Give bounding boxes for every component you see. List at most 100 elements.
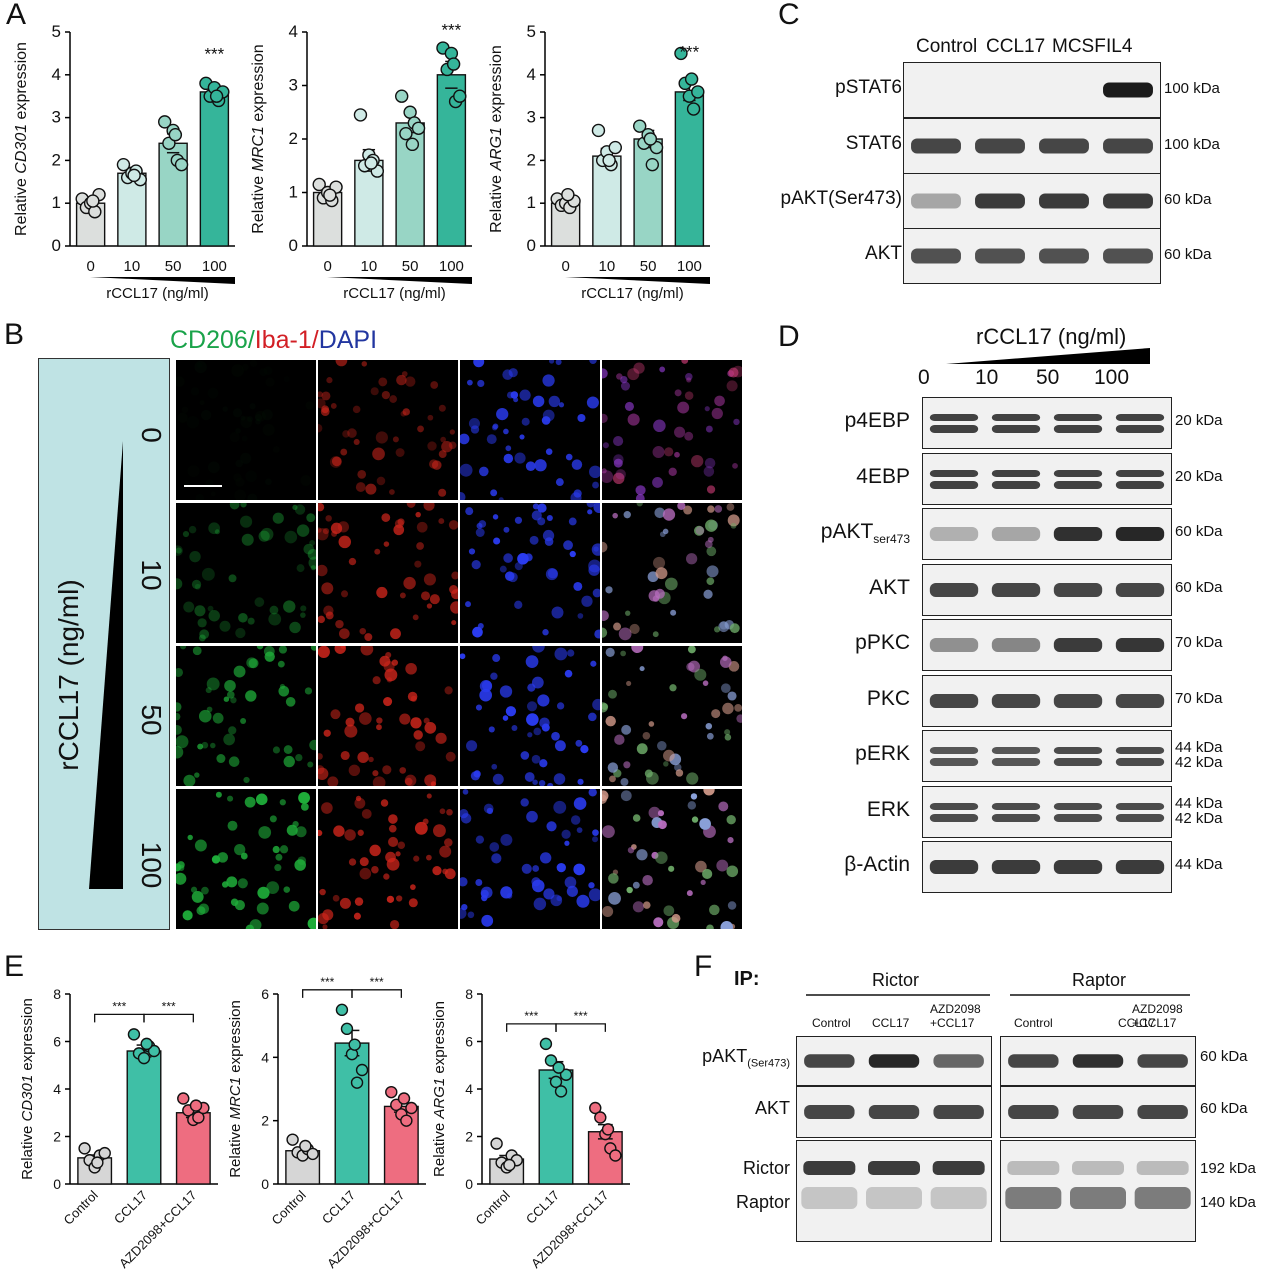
if-cell [729,623,740,634]
if-cell [709,904,720,916]
if-cell [393,524,405,536]
if-cell [254,597,265,607]
if-cell [240,453,251,464]
if-cell [330,403,337,409]
if-cell [580,745,589,754]
if-cell [602,413,608,424]
blot-band [1115,582,1165,597]
y-tick-label: 4 [465,1081,473,1097]
if-cell [470,425,480,434]
if-cell [632,901,644,913]
if-cell [568,517,577,526]
if-cell [431,460,442,470]
blot-band [1053,802,1103,810]
if-cell [706,546,717,557]
if-cell [726,503,735,511]
data-point [174,157,189,172]
if-cell [206,677,220,691]
y-tick-label: 0 [465,1176,473,1192]
if-cell [340,750,350,761]
lane-label: CCL17 [1118,1016,1156,1030]
if-cell [306,513,316,523]
blot-band [911,248,961,264]
if-cell [519,434,525,440]
if-cell [278,646,288,654]
if-cell [426,793,432,799]
if-cell [230,432,240,442]
if-cell [514,562,523,571]
if-cell [187,465,199,477]
blot-band [1115,480,1165,489]
if-cell [177,861,185,869]
if-cell [460,463,473,477]
y-tick-label: 2 [527,150,536,169]
if-cell [590,660,597,667]
if-cell [706,485,716,494]
if-cell [491,853,502,864]
blot-bands [1103,82,1153,98]
if-cell [539,717,550,729]
if-cell [399,767,407,774]
if-cell [706,732,714,740]
if-cell [492,654,501,663]
if-cell [555,360,562,366]
y-tick-label: 0 [261,1176,269,1192]
if-cell [620,777,629,786]
blot-row-label: pAKTser473 [820,520,910,547]
if-cell [187,834,193,841]
blot-band [1137,1105,1188,1119]
if-cell [194,772,200,778]
if-cell [208,522,221,535]
if-cell [323,729,331,737]
if-cell [556,702,565,710]
y-tick-label: 1 [52,193,61,212]
if-cell [620,381,631,391]
y-tick-label: 2 [261,1113,269,1129]
if-cell [250,360,258,367]
if-cell [194,605,206,617]
blot-bands [804,1105,984,1119]
blot-band [1053,860,1103,874]
if-cell [602,627,608,638]
if-cell [537,503,547,513]
if-image-cells [318,503,458,642]
panel-b-title: CD206/Iba-1/DAPI [170,326,377,355]
if-cell [571,459,583,470]
if-cell [686,662,695,671]
if-cell [180,646,187,650]
if-cell [325,515,332,522]
if-cell [438,488,447,497]
ip-label: IP: [734,968,760,990]
if-cell [383,873,390,880]
if-cell [446,808,453,816]
if-cell [410,695,417,702]
blot-row-ip-rictor [796,1140,992,1242]
blot-band [1053,469,1103,477]
if-cell [191,387,200,396]
x-tick-label: 50 [640,258,657,275]
sig-bracket [302,989,353,998]
if-image-cells [602,503,740,641]
if-cell [176,724,182,735]
if-cell [368,756,374,763]
dose-row-label-100: 100 [136,841,167,889]
if-cell [354,897,364,906]
kda-marker: 44 kDa [1175,856,1223,873]
blot-band [868,1054,920,1068]
if-cell [176,578,183,590]
if-cell [652,631,659,638]
if-cell [196,494,205,500]
blot-band [1115,860,1165,874]
blot-band [1008,1054,1059,1068]
if-cell [201,886,209,895]
if-cell [550,894,563,907]
if-cell [376,586,388,599]
data-point [395,89,409,103]
dose-wedge [327,277,472,284]
if-cell [465,507,474,516]
if-cell [176,667,184,677]
if-cell [227,820,238,831]
x-tick-label: 100 [439,258,464,275]
x-tick-label: 100 [202,258,227,275]
blot-band [1115,414,1165,421]
